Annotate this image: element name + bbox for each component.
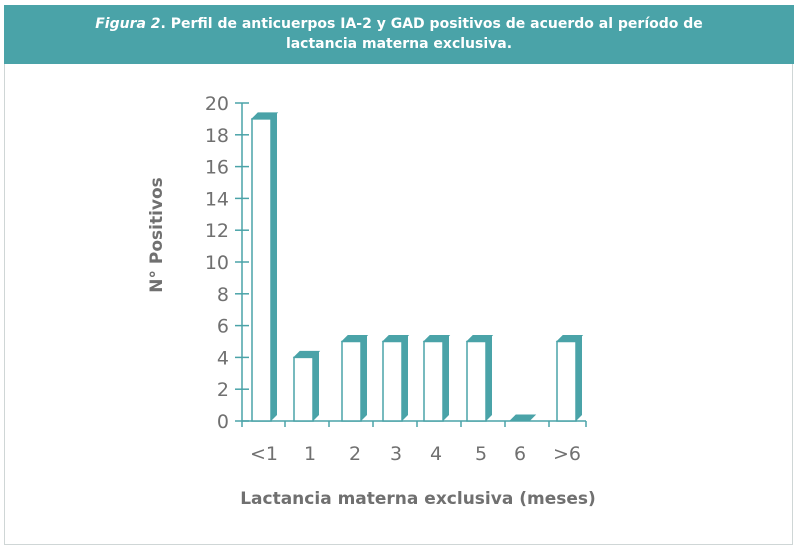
bar [555, 335, 584, 422]
y-axis: 0 2 4 6 8 10 12 14 16 18 20 [205, 93, 249, 433]
bar [381, 335, 410, 422]
bar-top [508, 414, 537, 422]
bar [292, 350, 321, 422]
bar-side [402, 335, 408, 421]
x-tick-label: 6 [514, 443, 526, 465]
x-tick-label: 5 [475, 443, 487, 465]
bars [250, 112, 584, 422]
x-tick-labels: <1 1 2 3 4 5 6 >6 [250, 443, 581, 465]
bar-front [466, 340, 487, 422]
y-tick-label: 18 [205, 125, 229, 147]
figure-caption: Figura 2. Perfil de anticuerpos IA-2 y G… [4, 5, 794, 64]
y-tick-label: 14 [205, 188, 229, 210]
y-tick-label: 8 [217, 284, 229, 306]
x-tick-label: 4 [430, 443, 442, 465]
caption-line-1: Figura 2. Perfil de anticuerpos IA-2 y G… [4, 14, 794, 34]
bar-front [251, 118, 272, 422]
bar [250, 112, 279, 422]
bar [340, 335, 369, 422]
bar-side [576, 335, 582, 421]
bar-front [341, 340, 362, 422]
bar [465, 335, 494, 422]
y-tick-label: 16 [205, 157, 229, 179]
x-tick-label: <1 [250, 443, 278, 465]
bar [508, 414, 537, 422]
y-tick-label: 10 [205, 252, 229, 274]
bar-front [293, 356, 314, 422]
chart-frame [4, 64, 793, 545]
bar-side [443, 335, 449, 421]
x-tick-label: 1 [304, 443, 316, 465]
y-tick-label: 4 [217, 347, 229, 369]
x-axis [241, 420, 587, 427]
caption-text-1: . Perfil de anticuerpos IA-2 y GAD posit… [160, 16, 703, 32]
bar-front [382, 340, 403, 422]
caption-line-2: lactancia materna exclusiva. [285, 36, 513, 52]
y-tick-label: 20 [205, 93, 229, 115]
x-tick-label: >6 [553, 443, 581, 465]
figure-label: Figura 2 [95, 16, 161, 32]
y-axis-title: N° Positivos [147, 177, 167, 293]
y-tick-label: 6 [217, 316, 229, 338]
bar-front [423, 340, 444, 422]
bar-side [313, 351, 319, 421]
bar-side [486, 335, 492, 421]
bar [422, 335, 451, 422]
y-tick-label: 12 [205, 220, 229, 242]
bar-side [271, 112, 277, 422]
y-tick-label: 0 [217, 411, 229, 433]
bar-side [361, 335, 367, 421]
bar-front [556, 340, 577, 422]
x-tick-label: 2 [349, 443, 361, 465]
x-tick-label: 3 [390, 443, 402, 465]
y-tick-label: 2 [217, 379, 229, 401]
x-axis-title: Lactancia materna exclusiva (meses) [240, 489, 596, 509]
